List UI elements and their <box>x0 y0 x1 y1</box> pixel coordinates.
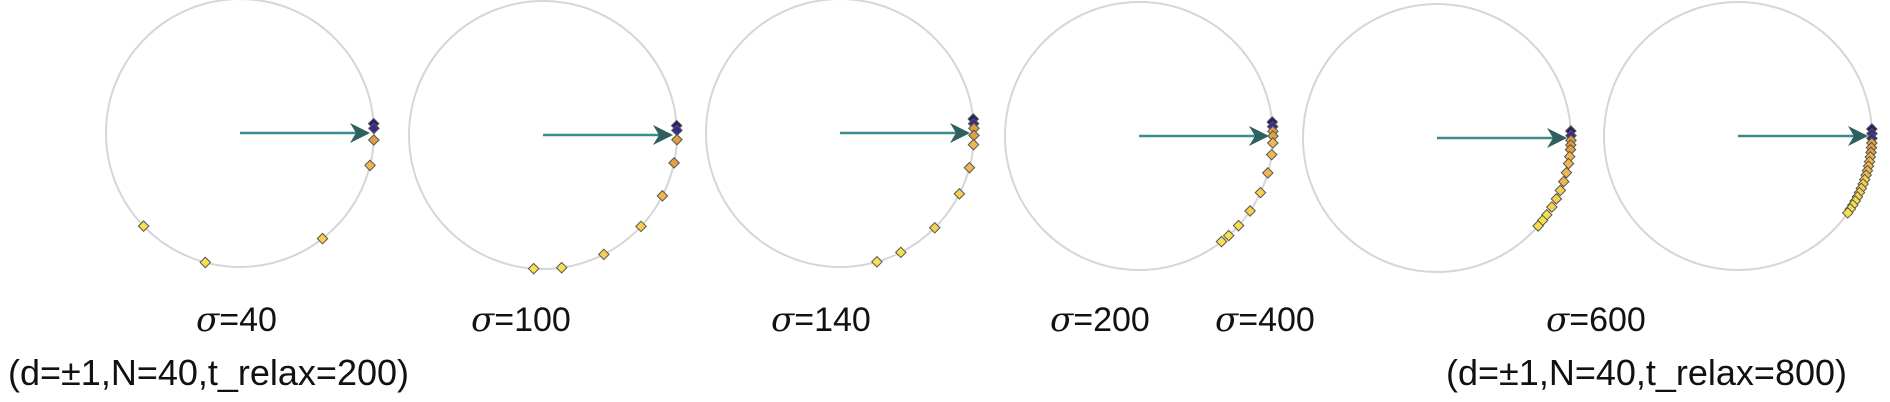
sample-marker <box>1841 206 1854 219</box>
sigma-symbol: σ <box>1050 300 1074 340</box>
sample-marker <box>137 220 150 232</box>
sigma-label-3: σ=140 <box>771 300 871 340</box>
sample-marker <box>367 134 380 146</box>
sigma-value: =100 <box>494 301 571 339</box>
sample-marker <box>1550 192 1563 205</box>
sample-marker <box>963 161 976 174</box>
sigma-symbol: σ <box>471 300 495 340</box>
panel-3 <box>705 0 980 268</box>
sample-marker <box>968 129 980 142</box>
sample-marker <box>953 187 966 200</box>
sample-marker <box>1545 201 1558 213</box>
sample-marker <box>967 138 980 151</box>
panel-1 <box>105 0 380 269</box>
sample-marker <box>671 133 683 146</box>
sample-marker <box>1562 157 1575 170</box>
sample-marker <box>871 255 883 268</box>
sigma-value: =600 <box>1569 301 1646 339</box>
sample-marker <box>199 256 212 269</box>
panel-6 <box>1603 1 1878 271</box>
sample-marker <box>1560 166 1573 179</box>
sigma-value: =200 <box>1073 301 1150 339</box>
sigma-value: =400 <box>1238 301 1315 339</box>
panel-4 <box>1004 1 1279 271</box>
sample-marker <box>1532 220 1545 232</box>
sample-marker <box>1215 235 1228 248</box>
sample-marker <box>1261 167 1274 179</box>
sigma-symbol: σ <box>196 300 220 340</box>
sample-marker <box>1232 219 1245 232</box>
sigma-value: =40 <box>219 301 277 339</box>
sample-marker <box>527 262 540 275</box>
sample-marker <box>1266 137 1279 149</box>
sample-marker <box>1554 184 1567 197</box>
panel-5 <box>1302 3 1577 273</box>
sample-marker <box>668 156 680 169</box>
sigma-label-1: σ=40 <box>196 300 277 340</box>
sigma-value: =140 <box>794 301 871 339</box>
params-label-right: (d=±1,N=40,t_relax=800) <box>1446 352 1848 393</box>
panel-2 <box>408 0 683 275</box>
sample-marker <box>364 159 376 172</box>
sample-marker <box>1557 175 1570 188</box>
sigma-label-5: σ=400 <box>1215 300 1315 340</box>
sigma-symbol: σ <box>1215 300 1239 340</box>
params-label-left: (d=±1,N=40,t_relax=200) <box>8 352 410 393</box>
sample-marker <box>656 189 669 202</box>
sample-marker <box>1222 229 1235 242</box>
sample-marker <box>894 246 907 259</box>
sample-marker <box>1254 186 1267 199</box>
sigma-symbol: σ <box>1546 300 1570 340</box>
sample-marker <box>635 220 647 233</box>
sample-marker <box>928 221 941 234</box>
sigma-label-2: σ=100 <box>471 300 571 340</box>
sample-marker <box>368 122 380 135</box>
sample-marker <box>1265 148 1278 161</box>
sample-marker <box>316 232 329 245</box>
sample-marker <box>597 248 610 261</box>
sigma-symbol: σ <box>771 300 795 340</box>
sample-marker <box>555 261 568 274</box>
sigma-label-4: σ=200 <box>1050 300 1150 340</box>
sample-marker <box>1244 205 1256 217</box>
sigma-label-6: σ=600 <box>1546 300 1646 340</box>
